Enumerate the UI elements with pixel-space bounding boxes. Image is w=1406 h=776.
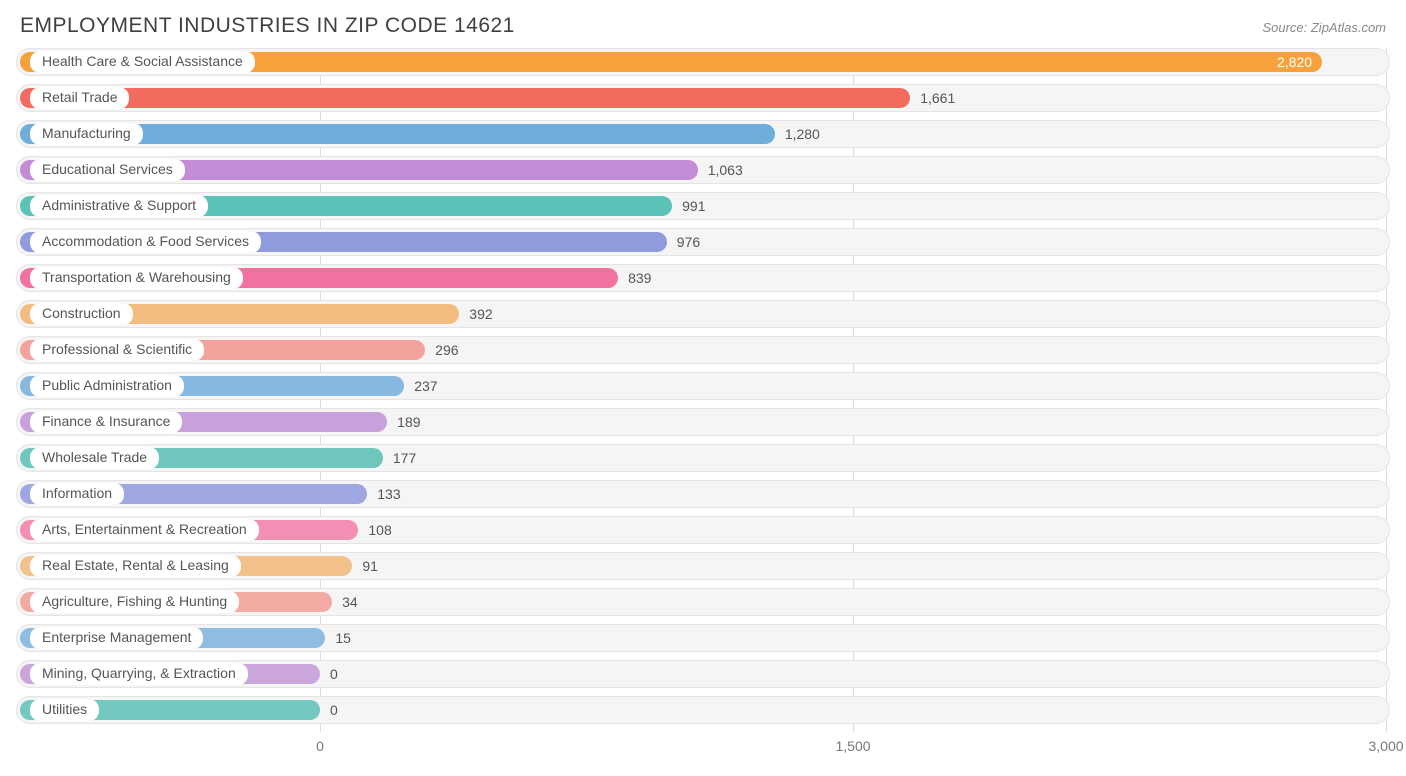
bar-category-label: Utilities (30, 699, 99, 721)
axis-tick: 0 (316, 738, 324, 754)
axis-tick: 1,500 (835, 738, 870, 754)
axis-tick: 3,000 (1368, 738, 1403, 754)
bar-row: Educational Services 1,063 (16, 156, 1390, 184)
bar-category-label: Construction (30, 303, 133, 325)
bar-value-label: 0 (330, 666, 338, 682)
bar-row: Professional & Scientific 296 (16, 336, 1390, 364)
bar-value-label: 392 (469, 306, 492, 322)
bar-value-label: 133 (377, 486, 400, 502)
bar-value-label: 0 (330, 702, 338, 718)
bar-row: Transportation & Warehousing 839 (16, 264, 1390, 292)
bar-row: Health Care & Social Assistance 2,820 (16, 48, 1390, 76)
bar-value-label: 1,661 (920, 90, 955, 106)
bar-value-label: 296 (435, 342, 458, 358)
bar-row: Information 133 (16, 480, 1390, 508)
bar-value-label: 237 (414, 378, 437, 394)
bar-row: Real Estate, Rental & Leasing 91 (16, 552, 1390, 580)
bar-category-label: Manufacturing (30, 123, 143, 145)
bar-row: Administrative & Support 991 (16, 192, 1390, 220)
bar-category-label: Enterprise Management (30, 627, 203, 649)
bar-row: Public Administration 237 (16, 372, 1390, 400)
bar-value-label: 108 (368, 522, 391, 538)
bar-row: Arts, Entertainment & Recreation 108 (16, 516, 1390, 544)
x-axis: 01,5003,000 (16, 734, 1390, 764)
chart-source: Source: ZipAtlas.com (1262, 20, 1386, 35)
bar-value-label: 1,063 (708, 162, 743, 178)
bar-row: Wholesale Trade 177 (16, 444, 1390, 472)
bar-value-label: 15 (335, 630, 351, 646)
bar-row: Enterprise Management 15 (16, 624, 1390, 652)
bar-value-label: 177 (393, 450, 416, 466)
bar-category-label: Transportation & Warehousing (30, 267, 243, 289)
bar-value-label: 1,280 (785, 126, 820, 142)
bar-category-label: Educational Services (30, 159, 185, 181)
bar-value-label: 976 (677, 234, 700, 250)
bar-category-label: Public Administration (30, 375, 184, 397)
bar-category-label: Administrative & Support (30, 195, 208, 217)
bar-row: Mining, Quarrying, & Extraction 0 (16, 660, 1390, 688)
bar-category-label: Retail Trade (30, 87, 129, 109)
bar-value-label: 991 (682, 198, 705, 214)
bar-category-label: Information (30, 483, 124, 505)
chart-header: EMPLOYMENT INDUSTRIES IN ZIP CODE 14621 … (16, 14, 1390, 48)
bar-row: Construction 392 (16, 300, 1390, 328)
bar-category-label: Agriculture, Fishing & Hunting (30, 591, 239, 613)
chart-area: Health Care & Social Assistance 2,820 Reta… (16, 48, 1390, 732)
bar-fill (20, 88, 910, 108)
bar-value-label: 839 (628, 270, 651, 286)
bar-category-label: Arts, Entertainment & Recreation (30, 519, 259, 541)
bar-value-label: 189 (397, 414, 420, 430)
bar-category-label: Finance & Insurance (30, 411, 182, 433)
bar-category-label: Health Care & Social Assistance (30, 51, 255, 73)
bar-category-label: Wholesale Trade (30, 447, 159, 469)
bar-row: Retail Trade 1,661 (16, 84, 1390, 112)
bar-category-label: Real Estate, Rental & Leasing (30, 555, 241, 577)
bar-row: Manufacturing 1,280 (16, 120, 1390, 148)
bar-row: Utilities 0 (16, 696, 1390, 724)
bar-value-label: 91 (362, 558, 378, 574)
bar-category-label: Professional & Scientific (30, 339, 204, 361)
bar-category-label: Mining, Quarrying, & Extraction (30, 663, 248, 685)
bar-row: Accommodation & Food Services 976 (16, 228, 1390, 256)
bar-row: Agriculture, Fishing & Hunting 34 (16, 588, 1390, 616)
bar-row: Finance & Insurance 189 (16, 408, 1390, 436)
bar-value-label: 2,820 (1277, 54, 1312, 70)
bar-value-label: 34 (342, 594, 358, 610)
chart-title: EMPLOYMENT INDUSTRIES IN ZIP CODE 14621 (20, 14, 515, 38)
bar-category-label: Accommodation & Food Services (30, 231, 261, 253)
